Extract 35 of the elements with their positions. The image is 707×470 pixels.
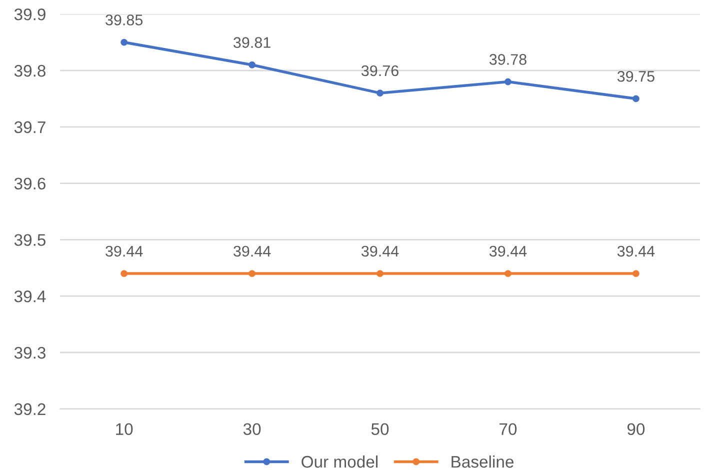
legend-label: Baseline: [452, 455, 514, 468]
data-label: 39.85: [106, 14, 143, 26]
y-tick-label: 39.8: [14, 64, 46, 77]
y-tick-label: 39.6: [14, 178, 46, 190]
point: [376, 90, 384, 97]
y-tick-label: 39.9: [14, 8, 46, 20]
x-tick-label: 30: [243, 423, 261, 436]
y-tick-label: 39.5: [14, 234, 46, 246]
x-tick-label: 70: [500, 423, 517, 436]
data-label: 39.44: [106, 246, 143, 257]
data-label: 39.81: [234, 37, 270, 48]
y-tick-label: 39.7: [14, 121, 46, 134]
point: [376, 270, 384, 278]
y-tick-label: 39.2: [14, 403, 46, 416]
data-label: 39.44: [617, 246, 655, 257]
y-tick-label: 39.3: [14, 346, 46, 359]
data-label: 39.75: [617, 70, 654, 82]
data-label: 39.44: [361, 246, 399, 257]
point: [504, 78, 512, 86]
point: [120, 38, 128, 46]
data-label: 39.78: [489, 54, 526, 65]
point: [632, 270, 640, 278]
point: [632, 95, 640, 102]
x-tick-label: 50: [371, 423, 389, 436]
data-label: 39.44: [234, 246, 271, 257]
data-label: 39.76: [361, 65, 398, 76]
point: [504, 270, 512, 278]
data-label: 39.44: [489, 246, 527, 257]
x-tick-label: 90: [627, 423, 645, 436]
point: [248, 61, 256, 68]
x-tick-label: 10: [116, 423, 133, 436]
legend-label: Our model: [302, 455, 378, 468]
y-tick-label: 39.4: [14, 290, 46, 302]
point: [120, 270, 128, 278]
point: [248, 270, 256, 278]
